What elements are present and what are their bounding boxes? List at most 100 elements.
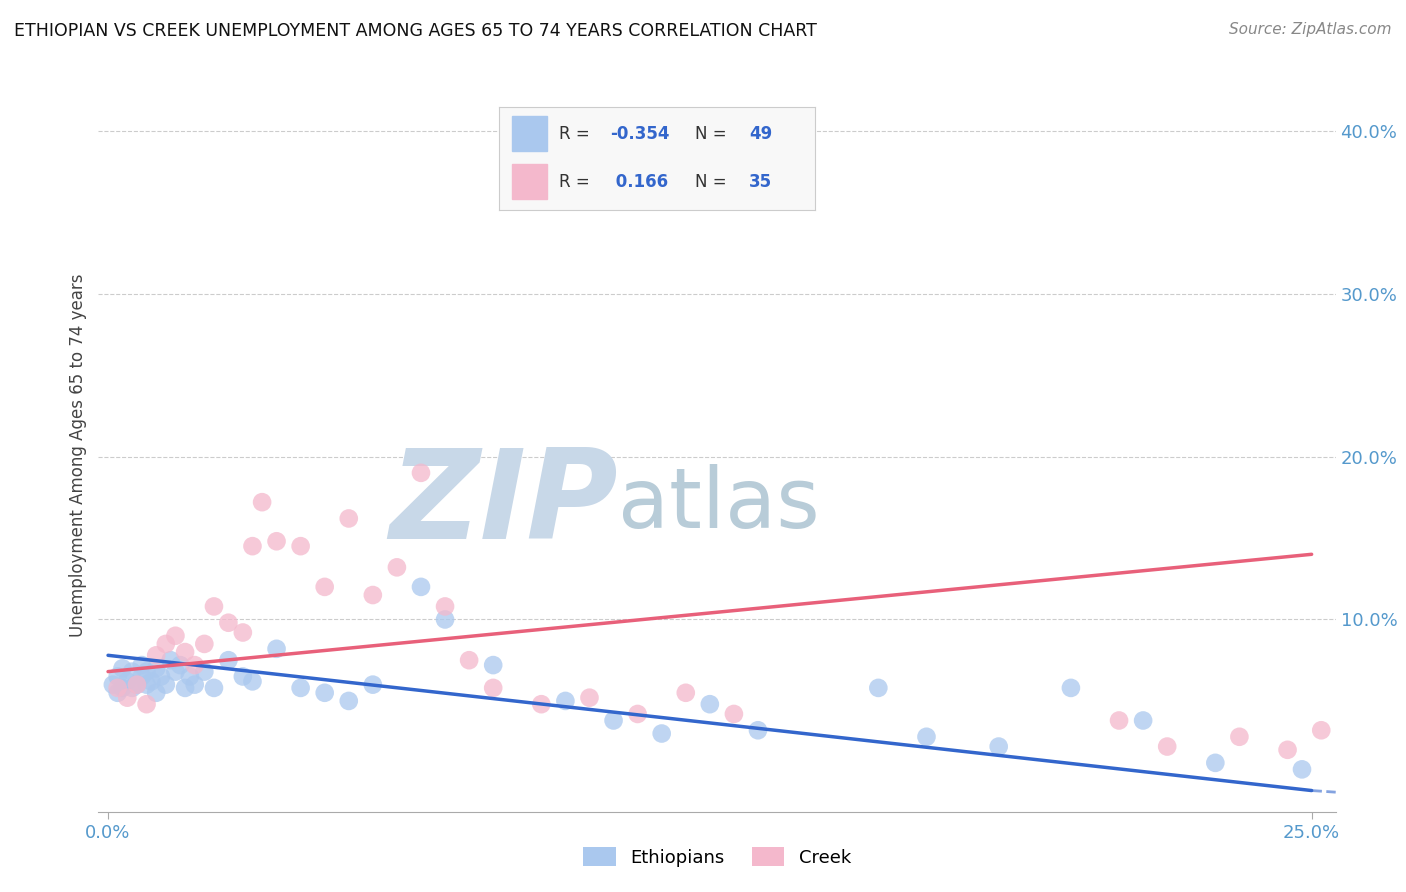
Point <box>915 730 938 744</box>
Point <box>290 539 312 553</box>
Point <box>361 678 384 692</box>
Point <box>232 669 254 683</box>
Point <box>434 599 457 614</box>
Point <box>1277 743 1299 757</box>
Point <box>145 686 167 700</box>
Point <box>145 661 167 675</box>
Text: 49: 49 <box>749 125 772 143</box>
Point <box>174 645 197 659</box>
Point <box>578 690 600 705</box>
Point <box>125 678 148 692</box>
Text: R =: R = <box>560 125 591 143</box>
Point <box>602 714 624 728</box>
Text: N =: N = <box>695 125 727 143</box>
Point <box>165 629 187 643</box>
Point <box>242 674 264 689</box>
Point <box>409 466 432 480</box>
Point <box>1132 714 1154 728</box>
Point <box>193 637 215 651</box>
Point <box>482 658 505 673</box>
Point <box>361 588 384 602</box>
Point <box>747 723 769 738</box>
Point <box>1229 730 1251 744</box>
Y-axis label: Unemployment Among Ages 65 to 74 years: Unemployment Among Ages 65 to 74 years <box>69 273 87 637</box>
Point <box>530 697 553 711</box>
Point <box>174 681 197 695</box>
Point <box>155 678 177 692</box>
Text: N =: N = <box>695 173 727 191</box>
Bar <box>512 164 547 199</box>
Point <box>409 580 432 594</box>
Point <box>217 615 239 630</box>
Point <box>1204 756 1226 770</box>
Point <box>202 599 225 614</box>
Point <box>121 681 143 695</box>
Point <box>131 658 153 673</box>
Point <box>723 706 745 721</box>
Point <box>337 694 360 708</box>
Point <box>1156 739 1178 754</box>
Point <box>145 648 167 663</box>
Point <box>111 681 134 695</box>
Text: 35: 35 <box>749 173 772 191</box>
Text: atlas: atlas <box>619 465 820 545</box>
Point <box>314 686 336 700</box>
Point <box>290 681 312 695</box>
Point <box>107 686 129 700</box>
Point <box>135 697 157 711</box>
Point <box>125 678 148 692</box>
Point <box>242 539 264 553</box>
Point <box>627 706 650 721</box>
Point <box>314 580 336 594</box>
Point <box>165 665 187 679</box>
Point <box>482 681 505 695</box>
Text: ZIP: ZIP <box>389 444 619 566</box>
Point <box>169 658 191 673</box>
Point <box>434 612 457 626</box>
Point <box>183 658 205 673</box>
Point <box>202 681 225 695</box>
Point <box>266 534 288 549</box>
Text: Source: ZipAtlas.com: Source: ZipAtlas.com <box>1229 22 1392 37</box>
Legend: Ethiopians, Creek: Ethiopians, Creek <box>576 840 858 874</box>
Point <box>159 653 181 667</box>
Point <box>117 690 139 705</box>
Text: -0.354: -0.354 <box>610 125 669 143</box>
Point <box>111 661 134 675</box>
Point <box>458 653 481 667</box>
Point <box>699 697 721 711</box>
Point <box>107 681 129 695</box>
Point <box>155 637 177 651</box>
Text: 0.166: 0.166 <box>610 173 668 191</box>
Point <box>1108 714 1130 728</box>
Text: R =: R = <box>560 173 591 191</box>
Point <box>131 669 153 683</box>
Point <box>250 495 273 509</box>
Point <box>232 625 254 640</box>
Point <box>1291 763 1313 777</box>
Point <box>554 694 576 708</box>
Point <box>1060 681 1083 695</box>
Point <box>385 560 408 574</box>
Point <box>101 678 124 692</box>
Point <box>1310 723 1333 738</box>
Point <box>141 674 163 689</box>
Point <box>193 665 215 679</box>
Point <box>183 678 205 692</box>
Point <box>868 681 890 695</box>
Point <box>217 653 239 667</box>
Point <box>266 641 288 656</box>
Point <box>987 739 1010 754</box>
Point <box>135 665 157 679</box>
Text: ETHIOPIAN VS CREEK UNEMPLOYMENT AMONG AGES 65 TO 74 YEARS CORRELATION CHART: ETHIOPIAN VS CREEK UNEMPLOYMENT AMONG AG… <box>14 22 817 40</box>
Point <box>135 678 157 692</box>
Point <box>150 669 173 683</box>
Bar <box>512 116 547 151</box>
Point <box>107 669 129 683</box>
Point <box>121 665 143 679</box>
Point <box>117 674 139 689</box>
Point <box>675 686 697 700</box>
Point <box>179 669 201 683</box>
Point <box>651 726 673 740</box>
Point <box>337 511 360 525</box>
